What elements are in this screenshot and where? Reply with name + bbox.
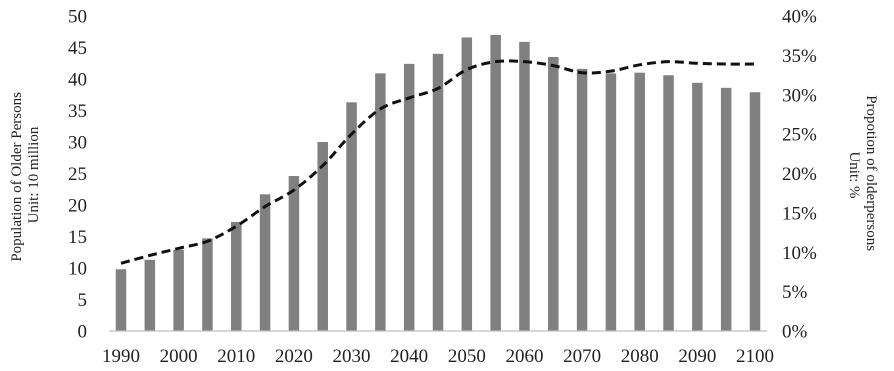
bar-2085 bbox=[663, 75, 674, 331]
left-tick-label: 35 bbox=[68, 101, 87, 122]
right-tick-label: 0% bbox=[782, 322, 808, 343]
bar-2050 bbox=[461, 37, 473, 332]
left-tick-label: 5 bbox=[78, 290, 88, 311]
x-tick-label: 2090 bbox=[678, 346, 716, 367]
bar-2075 bbox=[605, 73, 617, 331]
left-tick-label: 30 bbox=[68, 133, 87, 154]
right-axis-ticks: 0% 5% 10% 15% 20% 25% 30% 35% 40% bbox=[782, 7, 817, 343]
left-tick-label: 15 bbox=[68, 227, 87, 248]
right-tick-label: 25% bbox=[782, 125, 817, 146]
x-tick-label: 2050 bbox=[448, 346, 486, 367]
x-tick-label: 2040 bbox=[390, 346, 428, 367]
bar-2010 bbox=[231, 222, 242, 331]
x-tick-label: 2030 bbox=[333, 346, 371, 367]
bar-2055 bbox=[490, 34, 501, 332]
right-tick-label: 30% bbox=[782, 85, 817, 106]
bar-2030 bbox=[346, 102, 357, 331]
right-tick-label: 15% bbox=[782, 203, 817, 224]
left-tick-label: 45 bbox=[68, 38, 87, 59]
bar-2080 bbox=[634, 72, 645, 331]
population-bars bbox=[115, 34, 761, 332]
left-tick-label: 0 bbox=[78, 322, 88, 343]
left-tick-label: 50 bbox=[68, 7, 87, 28]
x-tick-label: 2100 bbox=[736, 346, 774, 367]
bar-2025 bbox=[317, 142, 328, 331]
bar-2000 bbox=[173, 249, 184, 331]
left-tick-label: 25 bbox=[68, 164, 87, 185]
x-axis-ticks: 1990 2000 2010 2020 2030 2040 2050 2060 2070 2080… bbox=[102, 346, 774, 367]
bar-2040 bbox=[403, 63, 415, 331]
x-tick-label: 2000 bbox=[160, 346, 198, 367]
proportion-line bbox=[120, 59, 756, 265]
bar-2065 bbox=[548, 56, 559, 331]
bar-2060 bbox=[519, 41, 530, 331]
bar-2090 bbox=[692, 82, 703, 331]
bar-1990 bbox=[115, 269, 127, 331]
right-tick-label: 10% bbox=[782, 243, 817, 264]
bar-2005 bbox=[202, 238, 213, 331]
left-tick-label: 20 bbox=[68, 196, 87, 217]
left-tick-label: 40 bbox=[68, 70, 87, 91]
bar-2100 bbox=[749, 92, 761, 331]
bar-2020 bbox=[288, 176, 300, 331]
x-tick-label: 2060 bbox=[505, 346, 543, 367]
right-tick-label: 35% bbox=[782, 46, 817, 67]
left-tick-label: 10 bbox=[68, 259, 87, 280]
x-tick-label: 2070 bbox=[563, 346, 601, 367]
x-tick-label: 1990 bbox=[102, 346, 140, 367]
left-axis-title: Population of Older Persons Unit: 10 mil… bbox=[9, 88, 42, 261]
bar-2035 bbox=[375, 73, 386, 331]
right-tick-label: 5% bbox=[782, 282, 808, 303]
bar-1995 bbox=[144, 259, 156, 331]
right-tick-label: 40% bbox=[782, 7, 817, 28]
bar-2095 bbox=[720, 87, 732, 331]
right-axis-title: Propotion of olderpersons Unit: % bbox=[846, 95, 879, 255]
x-tick-label: 2010 bbox=[217, 346, 255, 367]
bar-2070 bbox=[576, 68, 588, 332]
bar-2045 bbox=[432, 53, 444, 332]
x-tick-label: 2020 bbox=[275, 346, 313, 367]
x-tick-label: 2080 bbox=[621, 346, 659, 367]
bar-2015 bbox=[259, 194, 271, 331]
left-axis-ticks: 0 5 10 15 20 25 30 35 40 45 50 bbox=[68, 7, 87, 343]
right-tick-label: 20% bbox=[782, 164, 817, 185]
